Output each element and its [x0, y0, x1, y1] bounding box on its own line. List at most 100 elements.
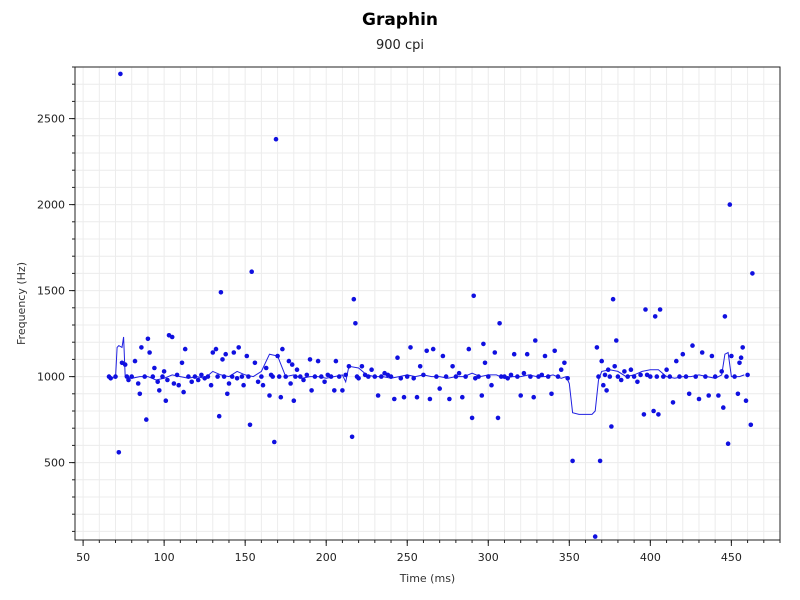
data-point	[437, 386, 443, 391]
data-point	[528, 374, 533, 379]
y-tick-label: 1500	[37, 285, 65, 298]
data-point	[392, 396, 397, 402]
data-point	[450, 364, 455, 369]
data-point	[712, 374, 718, 379]
data-point	[570, 458, 575, 464]
data-point	[278, 394, 284, 400]
x-tick-label: 450	[721, 551, 742, 564]
y-axis-title: Frequency (Hz)	[15, 262, 28, 345]
x-tick-label: 50	[76, 551, 90, 564]
data-point	[157, 388, 162, 393]
data-point	[703, 374, 708, 379]
data-point	[372, 374, 378, 379]
data-point	[524, 351, 530, 357]
data-point	[599, 358, 604, 364]
data-point	[239, 374, 245, 379]
y-tick-label: 500	[44, 457, 65, 470]
data-point	[597, 458, 603, 464]
data-point	[267, 393, 272, 398]
data-point	[594, 345, 600, 350]
data-point	[359, 364, 365, 369]
data-point	[161, 369, 167, 374]
data-point	[234, 376, 240, 381]
data-point	[693, 374, 698, 379]
data-point	[476, 374, 481, 379]
data-point	[680, 351, 686, 357]
data-point	[322, 379, 327, 385]
data-point	[293, 374, 298, 379]
data-point	[349, 434, 355, 440]
data-point	[492, 350, 498, 355]
data-point	[163, 398, 169, 404]
data-point	[289, 362, 295, 367]
data-point	[683, 374, 689, 379]
grid	[75, 66, 781, 540]
data-point	[139, 345, 144, 350]
data-point	[144, 417, 149, 422]
data-point	[738, 355, 744, 361]
data-point	[223, 351, 228, 357]
data-point	[210, 350, 216, 355]
data-point	[674, 358, 679, 364]
data-point	[298, 374, 303, 379]
data-point	[356, 376, 361, 381]
data-point	[369, 367, 374, 373]
data-point	[740, 345, 745, 350]
data-point	[447, 396, 452, 402]
data-point	[225, 391, 230, 397]
data-point	[628, 367, 634, 373]
data-point	[395, 355, 400, 361]
data-point	[497, 321, 502, 326]
y-axis: 500 1000 1500 2000 2500	[37, 66, 75, 532]
data-point	[670, 400, 676, 405]
data-point	[565, 376, 570, 381]
data-point	[346, 364, 352, 369]
data-point	[205, 374, 211, 379]
data-point	[132, 358, 138, 364]
data-point	[430, 346, 436, 352]
data-point	[315, 358, 321, 364]
x-axis-title: Time (ms)	[399, 572, 455, 585]
data-point	[179, 360, 185, 366]
data-point	[260, 382, 266, 388]
data-point	[515, 374, 520, 379]
data-point	[592, 534, 598, 539]
data-point	[343, 372, 349, 378]
data-point	[610, 296, 616, 302]
data-point	[275, 353, 280, 359]
data-point	[725, 441, 731, 447]
data-point	[208, 382, 214, 388]
chart-title: Graphin	[361, 10, 438, 30]
data-point	[625, 374, 630, 379]
data-point	[724, 374, 729, 379]
data-point	[171, 381, 177, 386]
data-point	[366, 374, 371, 379]
data-point	[142, 374, 147, 379]
data-point	[696, 396, 702, 402]
data-point	[631, 374, 637, 379]
data-point	[737, 360, 742, 366]
data-point	[229, 374, 235, 379]
data-point	[379, 374, 384, 379]
data-point	[398, 376, 404, 381]
data-point	[332, 388, 337, 393]
data-point	[160, 374, 165, 379]
data-point	[244, 353, 250, 359]
data-point	[182, 346, 188, 352]
data-point	[508, 372, 514, 378]
data-point	[607, 374, 613, 379]
data-point	[495, 415, 501, 421]
data-point	[648, 374, 653, 379]
data-point	[545, 374, 551, 379]
data-point	[328, 374, 334, 379]
data-point	[602, 372, 608, 378]
data-point	[145, 336, 151, 342]
data-point	[176, 382, 181, 388]
x-tick-label: 100	[154, 551, 175, 564]
chart-subtitle: 900 cpi	[376, 38, 424, 53]
data-point	[118, 71, 123, 77]
data-point	[518, 393, 523, 398]
data-point	[661, 374, 666, 379]
data-point	[722, 314, 728, 319]
data-point	[126, 377, 131, 383]
